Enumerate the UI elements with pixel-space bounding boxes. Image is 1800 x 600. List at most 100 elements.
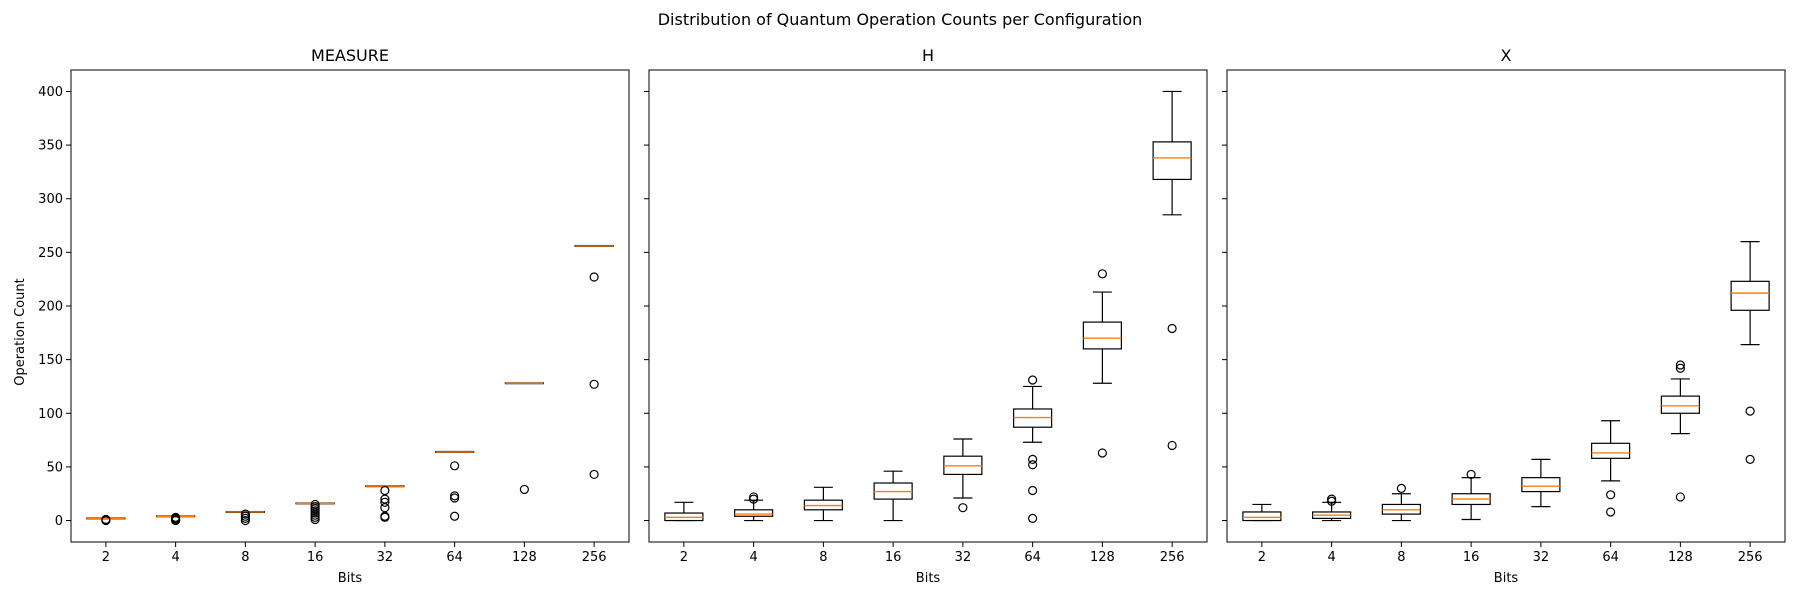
panel-measure: MEASURE 0 50 100 150 200 250 300 350 400 2 4 8 16 32 64… [38, 46, 630, 586]
box-8 [1381, 483, 1421, 522]
outlier-point [589, 379, 599, 389]
box-4 [1312, 494, 1352, 522]
outlier-point [519, 484, 529, 495]
box-32 [365, 485, 405, 522]
outlier-point [749, 492, 759, 502]
box-256 [1730, 241, 1770, 464]
y-tick-label: 300 [38, 192, 63, 207]
outlier-point [958, 503, 968, 513]
y-tick-label: 400 [38, 85, 63, 100]
x-tick-label: 64 [1602, 550, 1619, 565]
outlier-point [380, 497, 390, 507]
box-64 [1591, 420, 1631, 517]
outlier-point [1097, 269, 1107, 279]
outlier-point [1606, 490, 1616, 500]
x-tick-label: 4 [1327, 550, 1335, 565]
iqr-box [1082, 321, 1122, 350]
x-tick-label: 4 [749, 550, 757, 565]
x-tick-label: 128 [1668, 550, 1693, 565]
outlier-point [589, 272, 599, 282]
outlier-point [1675, 363, 1685, 373]
y-tick-label: 150 [38, 353, 63, 368]
outlier-point [450, 511, 460, 521]
outlier-point [1167, 323, 1177, 334]
iqr-box [1660, 395, 1700, 414]
panel-title: H [922, 46, 934, 65]
figure-title: Distribution of Quantum Operation Counts… [658, 10, 1143, 29]
box-8 [225, 509, 265, 526]
iqr-box [1242, 511, 1282, 522]
outlier-point [450, 461, 460, 471]
box-16 [1451, 469, 1491, 521]
x-tick-label: 16 [1463, 550, 1480, 565]
outlier-point [1167, 440, 1177, 451]
outlier-point [1028, 485, 1038, 496]
outlier-point [450, 491, 460, 501]
y-tick-label: 200 [38, 300, 63, 315]
outlier-point [101, 514, 111, 525]
box-2 [664, 501, 704, 522]
outlier-point [1028, 460, 1038, 470]
box-128 [1660, 360, 1700, 502]
x-tick-label: 32 [377, 550, 394, 565]
axes-frame [70, 69, 630, 543]
axes-frame [1226, 69, 1786, 543]
y-tick-label: 100 [38, 407, 63, 422]
box-32 [943, 438, 983, 513]
outlier-point [310, 499, 320, 510]
x-tick-label: 32 [955, 550, 972, 565]
box-128 [1082, 269, 1122, 458]
outlier-point [1745, 454, 1755, 464]
outlier-point [1745, 406, 1755, 416]
panels: MEASURE 0 50 100 150 200 250 300 350 400 2 4 8 16 32 64… [38, 46, 1786, 586]
x-tick-label: 128 [512, 550, 537, 565]
outlier-point [1466, 469, 1476, 480]
box-2 [1242, 503, 1282, 522]
x-tick-label: 256 [1738, 550, 1763, 565]
panel-x: X 2 4 8 16 32 64 128 256 Bits [1222, 46, 1786, 586]
box-64 [435, 450, 475, 521]
outlier-point [1675, 360, 1685, 370]
x-tick-label: 64 [446, 550, 463, 565]
x-tick-label: 64 [1024, 550, 1041, 565]
y-tick-label: 250 [38, 246, 63, 261]
iqr-box [734, 509, 774, 517]
box-16 [295, 499, 335, 525]
panel-title: X [1501, 46, 1512, 65]
box-4 [156, 512, 196, 526]
outlier-point [1675, 492, 1685, 502]
x-tick-label: 8 [241, 550, 249, 565]
x-tick-label: 2 [1258, 550, 1266, 565]
box-64 [1013, 375, 1053, 524]
box-16 [873, 470, 913, 522]
box-128 [504, 382, 544, 495]
y-tick-label: 50 [46, 460, 63, 475]
x-axis-title: Bits [338, 571, 363, 586]
x-tick-label: 4 [171, 550, 179, 565]
x-tick-label: 2 [680, 550, 688, 565]
y-tick-label: 0 [55, 514, 63, 529]
x-tick-label: 32 [1533, 550, 1550, 565]
outlier-point [1097, 448, 1107, 458]
x-tick-label: 256 [582, 550, 607, 565]
outlier-point [1606, 507, 1616, 517]
outlier-point [380, 485, 390, 496]
panel-title: MEASURE [311, 46, 389, 65]
outlier-point [1028, 454, 1038, 464]
box-32 [1521, 458, 1561, 508]
outlier-point [1327, 494, 1337, 504]
box-8 [803, 486, 843, 522]
x-axis-title: Bits [916, 571, 941, 586]
outlier-point [1396, 483, 1406, 493]
outlier-point [1028, 375, 1038, 385]
outlier-point [589, 469, 599, 480]
x-tick-label: 16 [307, 550, 324, 565]
x-tick-label: 2 [102, 550, 110, 565]
x-tick-label: 16 [885, 550, 902, 565]
y-tick-label: 350 [38, 139, 63, 154]
axes-frame [648, 69, 1208, 543]
x-tick-label: 8 [1397, 550, 1405, 565]
outlier-point [240, 509, 250, 519]
y-axis-title: Operation Count [13, 278, 28, 385]
